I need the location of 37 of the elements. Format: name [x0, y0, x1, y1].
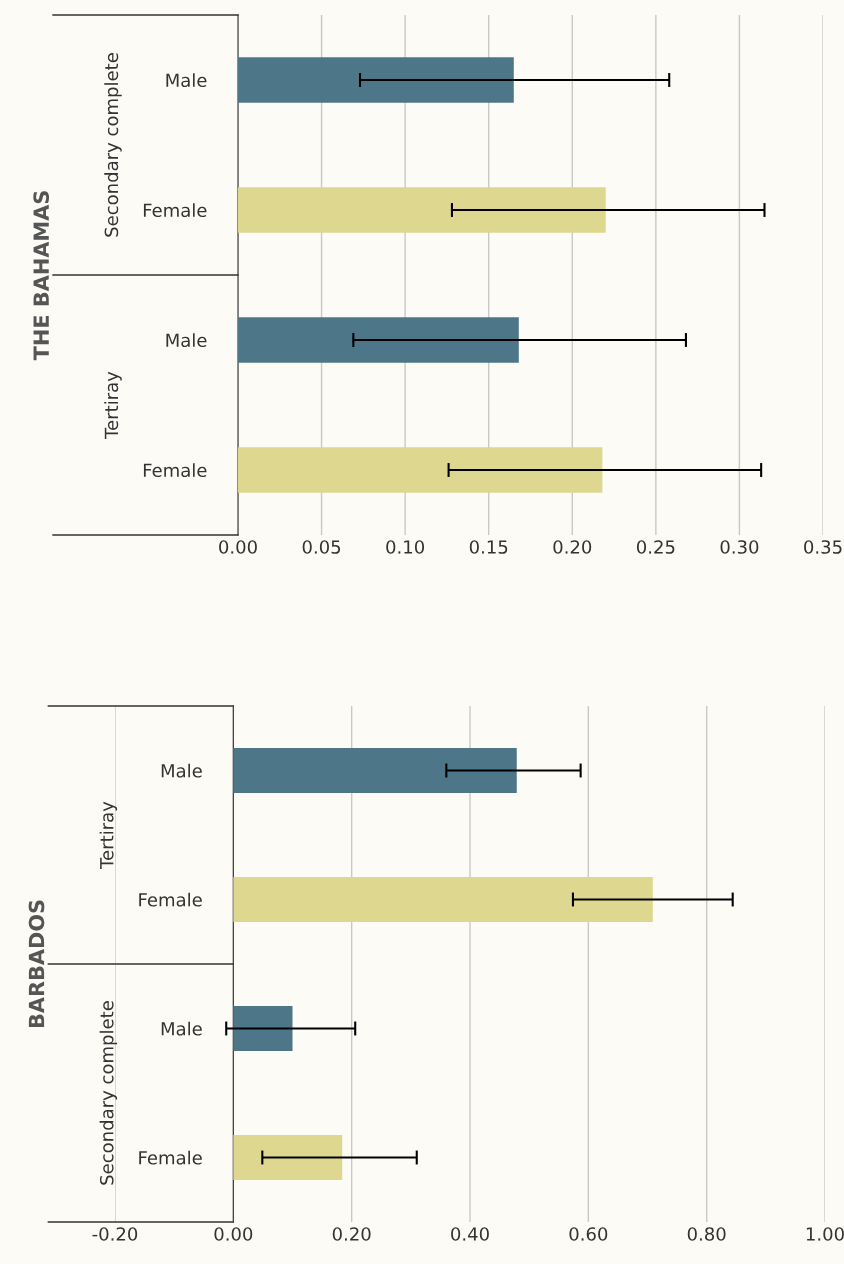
x-tick-label: 0.20 — [332, 1227, 371, 1241]
bar — [233, 1005, 293, 1052]
text: Secondary complete — [104, 53, 122, 237]
x-tick-label: 0.00 — [219, 540, 257, 554]
y-tick-label: Male — [166, 333, 207, 348]
y-tick-label: Female — [139, 1150, 202, 1165]
x-tick-label: 1.00 — [806, 1227, 844, 1241]
y-tick-label: Male — [166, 73, 207, 88]
y-tick-label: Male — [161, 1021, 202, 1036]
y-axis-title: THE BAHAMAS — [33, 191, 50, 361]
bar — [238, 57, 514, 103]
y-tick-label: Female — [139, 892, 202, 907]
x-tick-label: 0.40 — [451, 1227, 489, 1241]
x-tick-label: 0.25 — [636, 540, 675, 554]
y-tick-label: Male — [161, 763, 202, 778]
x-tick-label: 0.15 — [469, 540, 508, 554]
bar — [233, 876, 653, 923]
y-axis-title: BARBADOS — [28, 900, 45, 1028]
bar — [238, 317, 519, 363]
x-tick-label: 0.35 — [804, 540, 842, 554]
x-tick-label: 0.05 — [302, 540, 341, 554]
bar — [238, 447, 603, 493]
bar — [233, 747, 517, 794]
x-tick-label: 0.60 — [569, 1227, 608, 1241]
x-tick-label: 0.30 — [720, 540, 759, 554]
x-tick-label: -0.20 — [92, 1227, 138, 1241]
x-tick-label: 0.80 — [687, 1227, 726, 1241]
text: Tertiray — [104, 371, 122, 439]
bar — [233, 1134, 343, 1181]
annotation: Secondary complete — [99, 1001, 118, 1185]
y-tick-label: Female — [143, 203, 207, 218]
bar — [238, 187, 606, 233]
x-tick-label: 0.20 — [553, 540, 592, 554]
x-tick-label: 0.10 — [386, 540, 425, 554]
y-tick-label: Female — [143, 463, 207, 478]
x-tick-label: 0.00 — [214, 1227, 253, 1241]
annotation: Tertiray — [99, 801, 118, 869]
